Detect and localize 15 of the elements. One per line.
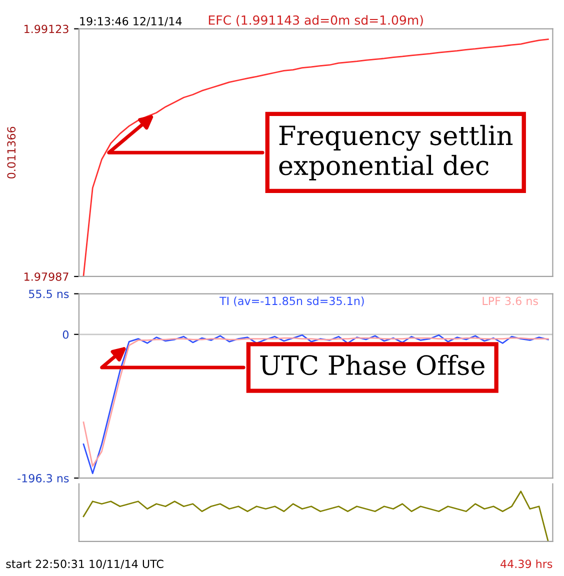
- chart-title: EFC (1.991143 ad=0m sd=1.09m): [208, 15, 423, 26]
- text: LPF 3.6 ns: [482, 296, 538, 306]
- annotation: UTC Phase Offse: [260, 354, 484, 376]
- text: start 22:50:31 10/11/14 UTC: [6, 560, 164, 569]
- y-tick-label: 1.99123: [24, 24, 68, 34]
- y-tick-label: 0: [62, 330, 68, 339]
- y-tick-label: 55.5 ns: [28, 290, 69, 298]
- y-axis-title: 0.011366: [7, 126, 16, 178]
- text: TI (av=-11.85n sd=35.1n): [219, 296, 364, 306]
- annotation: Frequency settlin exponential dec: [279, 124, 513, 180]
- text: 44.39 hrs: [500, 559, 552, 568]
- text: 19:13:46 12/11/14: [80, 17, 182, 26]
- y-tick-label: 1.97987: [24, 272, 68, 281]
- y-tick-label: -196.3 ns: [18, 474, 69, 482]
- line-series: [82, 38, 549, 276]
